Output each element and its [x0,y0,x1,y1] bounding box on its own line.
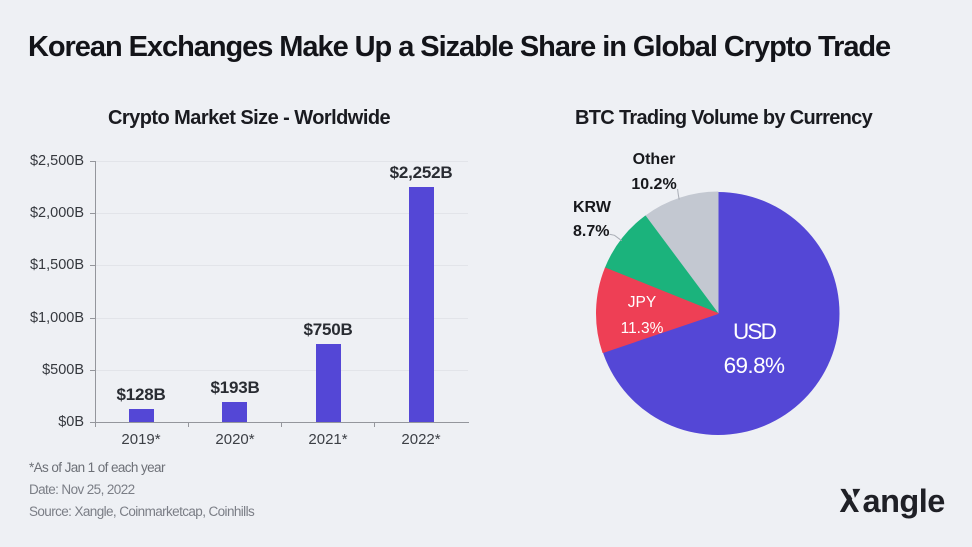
svg-text:angle: angle [863,486,945,519]
